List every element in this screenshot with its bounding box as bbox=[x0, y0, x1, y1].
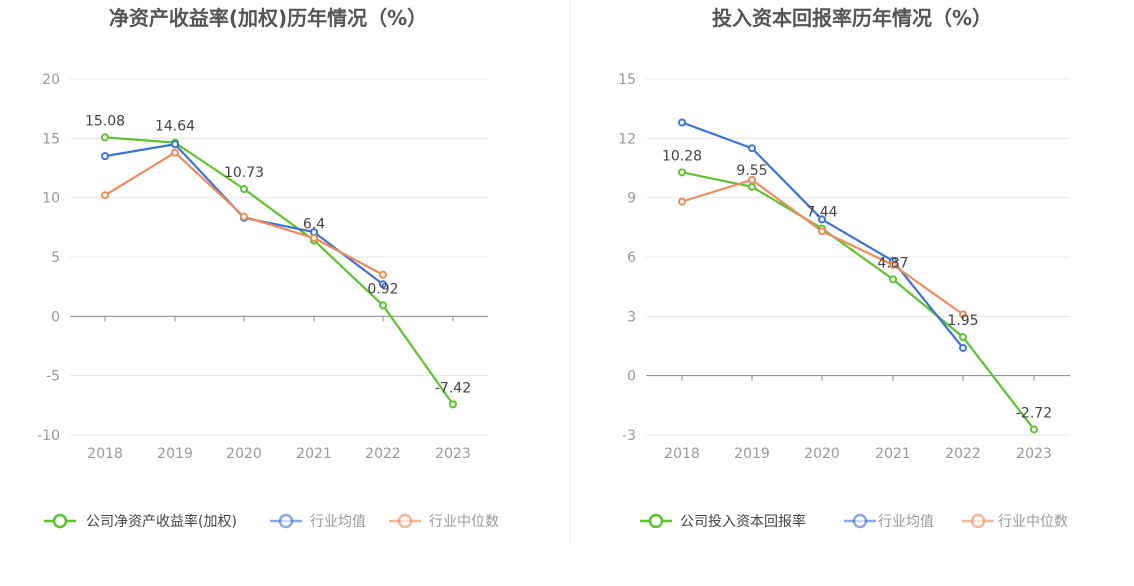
legend-label: 行业中位数 bbox=[998, 514, 1068, 530]
y-tick-label: -5 bbox=[46, 369, 60, 385]
legend-item-3[interactable]: 行业中位数 bbox=[389, 513, 499, 530]
data-label: 6.4 bbox=[303, 216, 325, 232]
series-1-point bbox=[379, 301, 387, 310]
series-3-point bbox=[818, 227, 826, 236]
legend-label: 公司投入资本回报率 bbox=[680, 513, 806, 530]
legend-marker-icon bbox=[278, 513, 294, 529]
series-1-point bbox=[678, 168, 686, 177]
legend-label: 公司净资产收益率(加权) bbox=[86, 513, 237, 530]
legend-item-3[interactable]: 行业中位数 bbox=[962, 513, 1068, 530]
data-label: -2.72 bbox=[1016, 405, 1052, 421]
x-tick-label: 2022 bbox=[945, 446, 981, 462]
data-label: 7.44 bbox=[806, 205, 837, 221]
y-tick-label: 0 bbox=[627, 369, 636, 385]
y-tick-label: -3 bbox=[622, 428, 636, 444]
x-tick-label: 2018 bbox=[87, 446, 123, 462]
y-tick-label: 6 bbox=[627, 250, 636, 266]
series-2-point bbox=[959, 343, 967, 352]
y-tick-label: 0 bbox=[51, 309, 60, 325]
series-2-point bbox=[101, 152, 109, 161]
legend-marker-icon bbox=[52, 513, 68, 529]
series-2-point bbox=[678, 118, 686, 127]
y-tick-label: 20 bbox=[42, 72, 60, 88]
series-3-point bbox=[101, 191, 109, 200]
series-3-point bbox=[748, 175, 756, 184]
series-1-point bbox=[101, 133, 109, 142]
chart-panel-2: 投入资本回报率历年情况（%） 15 12 9 6 3 0 -3 2018 2019 2020 2021… bbox=[618, 6, 1070, 530]
legend-item-1[interactable]: 公司净资产收益率(加权) bbox=[44, 513, 237, 530]
chart-title: 投入资本回报率历年情况（%） bbox=[712, 6, 992, 30]
x-tick-label: 2020 bbox=[804, 446, 840, 462]
series-3-point bbox=[889, 260, 897, 269]
series-3-point bbox=[678, 197, 686, 206]
x-tick-label: 2019 bbox=[157, 446, 193, 462]
series-line-1 bbox=[681, 171, 1035, 431]
x-tick-label: 2023 bbox=[435, 446, 471, 462]
series-1-point bbox=[1030, 425, 1038, 434]
x-tick-label: 2020 bbox=[226, 446, 262, 462]
data-label: 0.92 bbox=[367, 281, 398, 297]
legend-label: 行业均值 bbox=[878, 514, 934, 530]
x-tick-label: 2018 bbox=[664, 446, 700, 462]
series-1-point bbox=[748, 182, 756, 191]
series-2-point bbox=[379, 280, 387, 289]
data-label: 10.73 bbox=[224, 165, 264, 181]
series-1-point bbox=[959, 333, 967, 342]
series-2-point bbox=[171, 140, 179, 149]
legend-label: 行业均值 bbox=[310, 514, 366, 530]
x-tick-label: 2023 bbox=[1016, 446, 1052, 462]
x-tick-label: 2021 bbox=[296, 446, 332, 462]
x-tick-label: 2021 bbox=[875, 446, 911, 462]
x-tick-label: 2019 bbox=[734, 446, 770, 462]
y-tick-label: -10 bbox=[37, 428, 60, 444]
legend-item-1[interactable]: 公司投入资本回报率 bbox=[640, 513, 806, 530]
y-tick-label: 5 bbox=[51, 250, 60, 266]
data-label: 9.55 bbox=[736, 163, 767, 179]
data-label: -7.42 bbox=[435, 380, 471, 396]
y-tick-label: 10 bbox=[42, 191, 60, 207]
data-label: 15.08 bbox=[85, 113, 125, 129]
series-line-1 bbox=[104, 136, 454, 406]
legend-marker-icon bbox=[852, 513, 868, 529]
series-1-point bbox=[449, 400, 457, 409]
series-2-point bbox=[818, 215, 826, 224]
y-tick-label: 9 bbox=[627, 191, 636, 207]
y-tick-label: 3 bbox=[627, 309, 636, 325]
chart-title: 净资产收益率(加权)历年情况（%） bbox=[109, 6, 427, 30]
series-3-point bbox=[310, 234, 318, 243]
data-label: 14.64 bbox=[155, 119, 195, 135]
chart-panel-1: 净资产收益率(加权)历年情况（%） 20 15 10 5 0 -5 -10 2018 2019 20… bbox=[37, 6, 499, 530]
data-label: 4.87 bbox=[877, 255, 908, 271]
series-3-point bbox=[379, 270, 387, 279]
series-2-point bbox=[748, 144, 756, 153]
legend-marker-icon bbox=[970, 513, 986, 529]
series-3-point bbox=[171, 148, 179, 157]
series-3-point bbox=[240, 212, 248, 221]
legend-marker-icon bbox=[648, 513, 664, 529]
legend-item-2[interactable]: 行业均值 bbox=[270, 513, 366, 530]
x-tick-label: 2022 bbox=[365, 446, 401, 462]
legend-label: 行业中位数 bbox=[429, 514, 499, 530]
data-label: 10.28 bbox=[662, 148, 702, 164]
series-3-point bbox=[959, 310, 967, 319]
legend-marker-icon bbox=[397, 513, 413, 529]
series-1-point bbox=[889, 275, 897, 284]
y-tick-label: 12 bbox=[618, 131, 636, 147]
series-1-point bbox=[240, 185, 248, 194]
y-tick-label: 15 bbox=[42, 131, 60, 147]
y-tick-label: 15 bbox=[618, 72, 636, 88]
data-label: 1.95 bbox=[947, 313, 978, 329]
legend-item-2[interactable]: 行业均值 bbox=[844, 513, 934, 530]
